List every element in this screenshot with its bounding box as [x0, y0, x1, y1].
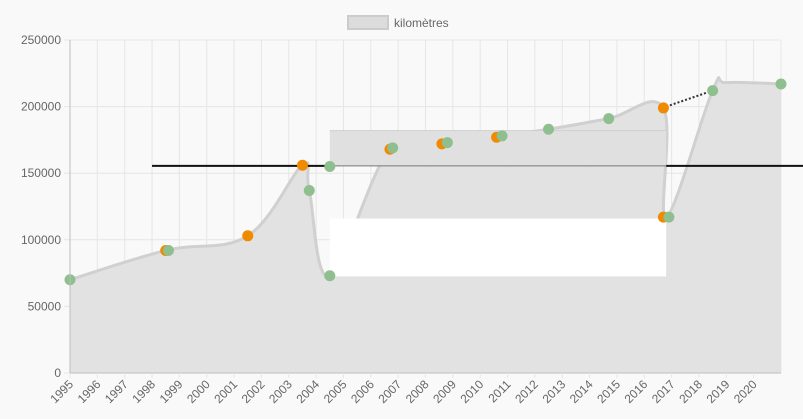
- x-tick-label: 2011: [486, 377, 514, 405]
- x-tick-label: 2014: [567, 377, 596, 406]
- x-tick-label: 2006: [348, 377, 377, 406]
- x-tick-label: 1997: [102, 377, 131, 406]
- data-point-green: [387, 142, 399, 154]
- x-tick-label: 1998: [129, 377, 158, 406]
- data-point-green: [303, 185, 315, 197]
- data-point-green: [543, 123, 555, 135]
- x-tick-label: 1995: [47, 377, 76, 406]
- data-point-green: [603, 113, 615, 125]
- x-tick-label: 2013: [540, 377, 569, 406]
- y-tick-label: 0: [54, 366, 61, 380]
- data-point-orange: [657, 102, 669, 114]
- x-tick-label: 2016: [622, 377, 651, 406]
- y-tick-label: 250000: [21, 33, 61, 47]
- y-tick-label: 200000: [21, 100, 61, 114]
- x-tick-label: 2009: [430, 377, 459, 406]
- data-point-orange: [296, 159, 308, 171]
- x-tick-label: 2003: [266, 377, 295, 406]
- data-point-green: [324, 161, 336, 173]
- x-tick-label: 2019: [704, 377, 733, 406]
- x-tick-label: 2015: [594, 377, 623, 406]
- data-point-green: [162, 244, 174, 256]
- data-point-green: [775, 78, 787, 90]
- x-tick-label: 2005: [321, 377, 350, 406]
- x-tick-label: 2017: [649, 377, 678, 406]
- data-point-green: [663, 211, 675, 223]
- y-tick-label: 150000: [21, 166, 61, 180]
- data-point-green: [496, 130, 508, 142]
- data-point-green: [441, 137, 453, 149]
- legend-label[interactable]: kilomètres: [394, 16, 449, 30]
- data-point-orange: [242, 230, 254, 242]
- x-tick-label: 2001: [211, 377, 240, 406]
- y-tick-label: 50000: [28, 299, 62, 313]
- x-tick-label: 2007: [375, 377, 404, 406]
- legend[interactable]: kilomètres: [347, 15, 449, 30]
- legend-swatch[interactable]: [347, 15, 389, 30]
- x-tick-label: 2008: [403, 377, 432, 406]
- x-tick-label: 2004: [293, 377, 322, 406]
- x-tick-label: 1999: [157, 377, 186, 406]
- data-point-green: [707, 85, 719, 97]
- y-tick-label: 100000: [21, 233, 61, 247]
- x-tick-label: 2002: [239, 377, 268, 406]
- x-tick-label: 2020: [731, 377, 760, 406]
- x-tick-label: 2018: [676, 377, 705, 406]
- dotted-segment: [665, 89, 713, 108]
- overlay-panel: [329, 218, 667, 277]
- x-tick-label: 1996: [75, 377, 104, 406]
- x-tick-label: 2010: [458, 377, 487, 406]
- x-tick-label: 2012: [512, 377, 541, 406]
- data-point-green: [324, 270, 336, 282]
- x-tick-label: 2000: [184, 377, 213, 406]
- marker-layer: [64, 78, 787, 286]
